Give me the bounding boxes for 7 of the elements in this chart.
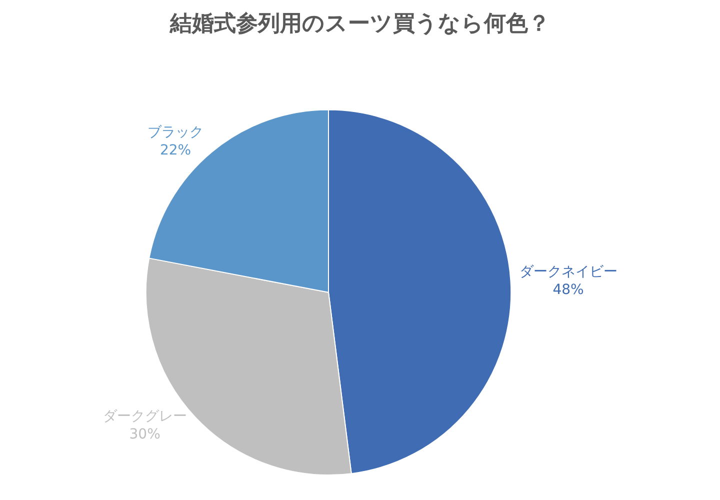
slice-label: ダークネイビー — [519, 264, 618, 280]
data-label: 22% — [160, 142, 192, 159]
data-label: 30% — [129, 426, 160, 443]
slice-label: ダークグレー — [102, 408, 187, 424]
slice-label: ブラック — [148, 124, 204, 140]
chart-title: 結婚式参列用のスーツ買うなら何色？ — [169, 11, 550, 36]
data-label: 48% — [552, 282, 584, 298]
